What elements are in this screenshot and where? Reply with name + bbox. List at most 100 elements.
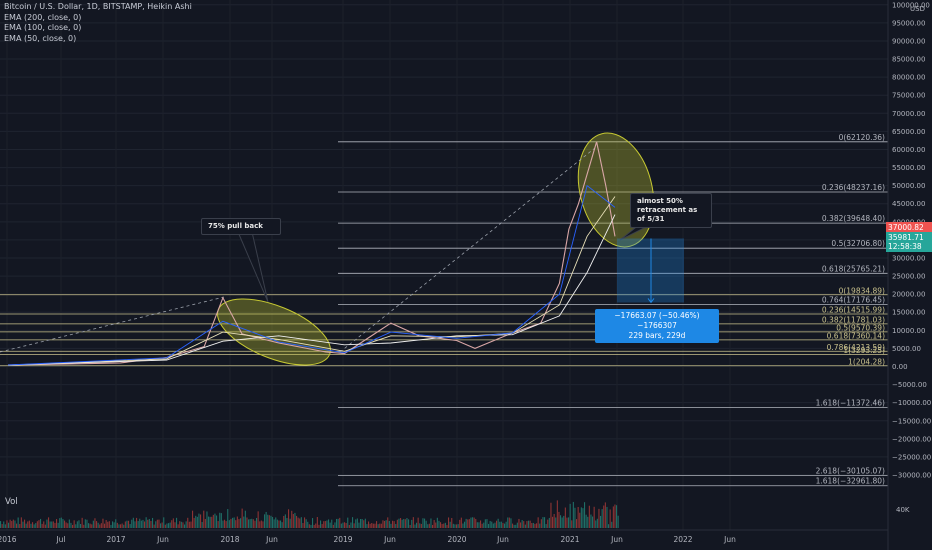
volume-bar xyxy=(492,523,494,528)
y-tick-label: 0.00 xyxy=(892,363,908,371)
volume-bar xyxy=(328,519,330,528)
volume-bar xyxy=(611,521,613,528)
volume-bar xyxy=(369,523,371,528)
fib-label: 2.618(−30105.07) xyxy=(816,466,885,475)
volume-bar xyxy=(60,517,62,528)
volume-bar xyxy=(99,524,101,528)
volume-bar xyxy=(324,521,326,528)
volume-bar xyxy=(468,519,470,528)
volume-bar xyxy=(510,518,512,528)
volume-bar xyxy=(92,520,94,528)
fib-label-old: 0.236(14515.99) xyxy=(822,305,885,314)
volume-bar xyxy=(548,517,550,528)
fib-label: 0.618(25765.21) xyxy=(822,264,885,273)
volume-bar xyxy=(246,517,248,528)
legend-ema200[interactable]: EMA (200, close, 0) xyxy=(4,12,82,22)
volume-bar xyxy=(484,519,486,528)
volume-bar xyxy=(110,524,112,528)
fibonacci-levels[interactable]: 0(62120.36) 0.236(48237.16) 0.382(39648.40… xyxy=(0,133,888,487)
volume-bar xyxy=(459,519,461,528)
volume-bar xyxy=(305,519,307,528)
volume-bar xyxy=(556,500,558,528)
volume-bar xyxy=(588,505,590,528)
volume-bar xyxy=(531,523,533,528)
volume-bar xyxy=(420,523,422,528)
volume-bar xyxy=(585,514,587,528)
fib-label: 0.382(39648.40) xyxy=(822,214,885,223)
volume-bar xyxy=(577,507,579,528)
volume-bar xyxy=(121,523,123,528)
legend-ema100[interactable]: EMA (100, close, 0) xyxy=(4,23,82,32)
volume-bar xyxy=(56,519,58,528)
volume-bar xyxy=(292,514,294,528)
volume-bar xyxy=(521,520,523,528)
volume-bar xyxy=(480,520,482,528)
x-tick-label: 2017 xyxy=(106,535,125,544)
volume-bar xyxy=(435,522,437,528)
volume-bar xyxy=(259,521,261,528)
volume-bar xyxy=(414,524,416,528)
volume-bar xyxy=(294,512,296,528)
annotation-retracement[interactable]: almost 50% retracement as of 5/31 xyxy=(630,193,712,228)
volume-bar xyxy=(89,523,91,528)
volume-bar xyxy=(571,520,573,528)
ema-line xyxy=(7,196,616,366)
volume-bar xyxy=(195,515,197,528)
measure-label[interactable]: −17663.07 (−50.46%) −1766307 229 bars, 2… xyxy=(595,309,719,343)
y-tick-label: −5000.00 xyxy=(892,381,927,389)
volume-bar xyxy=(316,517,318,528)
volume-bar xyxy=(473,517,475,528)
volume-bar xyxy=(524,524,526,528)
volume-bar xyxy=(225,521,227,528)
volume-bar xyxy=(211,516,213,528)
volume-bar xyxy=(427,524,429,528)
volume-bar xyxy=(403,518,405,528)
volume-bar xyxy=(593,506,595,528)
volume-bar xyxy=(502,522,504,528)
measure-range[interactable] xyxy=(617,238,684,304)
volume-bar xyxy=(476,522,478,528)
volume-bar xyxy=(529,520,531,528)
volume-bar xyxy=(320,520,322,528)
volume-bar xyxy=(409,524,411,528)
x-tick-label: Jun xyxy=(156,535,169,544)
price-tag-secondary: 35981.71 xyxy=(886,232,932,243)
annotation-pullback[interactable]: 75% pull back xyxy=(201,218,281,235)
fib-label: 0.236(48237.16) xyxy=(822,183,885,192)
volume-bar xyxy=(201,521,203,528)
volume-bar xyxy=(526,521,528,528)
volume-bars xyxy=(0,500,619,528)
volume-bar xyxy=(94,518,96,528)
volume-bar xyxy=(572,501,574,528)
legend-ema50[interactable]: EMA (50, close, 0) xyxy=(4,33,77,43)
volume-bar xyxy=(227,509,229,528)
fib-label-old: 0.382(11781.03) xyxy=(822,315,885,324)
volume-bar xyxy=(78,520,80,528)
volume-bar xyxy=(145,517,147,528)
volume-bar xyxy=(273,519,275,528)
volume-bar xyxy=(185,521,187,528)
volume-bar xyxy=(488,523,490,528)
volume-bar xyxy=(80,523,82,528)
fib-label-old: 0.5(9570.39) xyxy=(836,323,885,332)
volume-bar xyxy=(518,518,520,528)
volume-bar xyxy=(564,507,566,528)
volume-bar xyxy=(139,518,141,528)
volume-bar xyxy=(350,522,352,528)
volume-bar xyxy=(353,523,355,528)
y-tick-label: 5000.00 xyxy=(892,345,921,353)
volume-bar xyxy=(104,523,106,528)
volume-bar xyxy=(544,517,546,528)
volume-bar xyxy=(563,515,565,528)
volume-bar xyxy=(419,523,421,528)
volume-bar xyxy=(321,524,323,528)
volume-bar xyxy=(240,518,242,528)
volume-bar xyxy=(278,520,280,528)
volume-bar xyxy=(140,520,142,528)
volume-bar xyxy=(40,518,42,528)
volume-bar xyxy=(166,523,168,528)
volume-bar xyxy=(540,519,542,528)
volume-bar xyxy=(532,522,534,528)
volume-bar xyxy=(456,524,458,528)
